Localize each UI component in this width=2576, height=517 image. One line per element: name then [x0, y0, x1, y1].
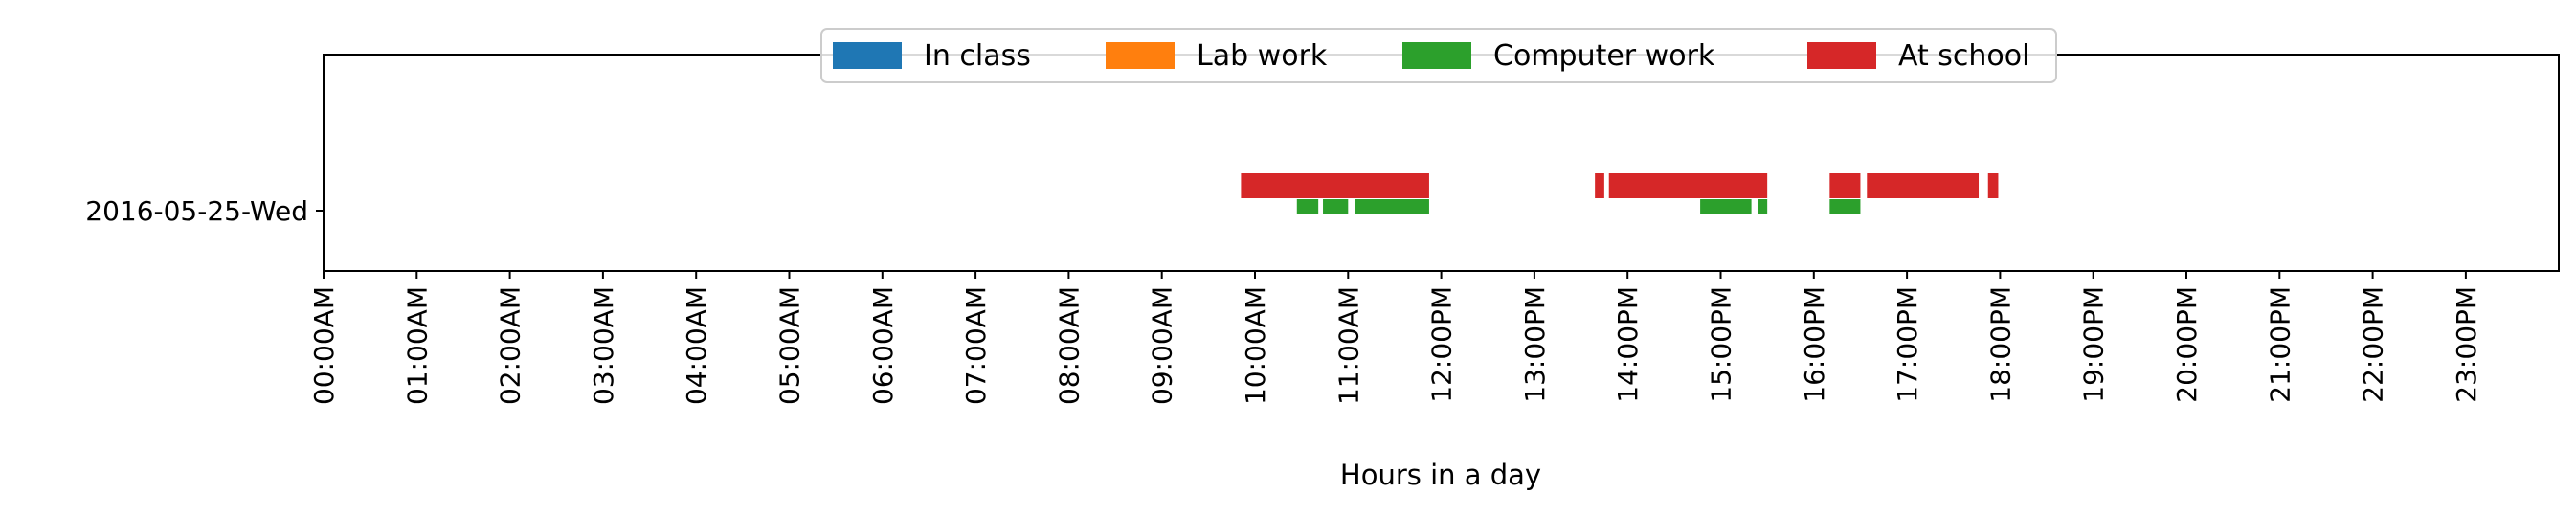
legend-swatch-computer-work [1402, 42, 1471, 69]
legend-label: In class [924, 39, 1031, 73]
x-tick-label: 03:00AM [588, 286, 619, 405]
legend-swatch-lab-work [1106, 42, 1175, 69]
x-tick-label: 00:00AM [308, 286, 340, 405]
x-tick-label: 23:00PM [2451, 286, 2482, 403]
legend-label: At school [1898, 39, 2029, 73]
axes-frame [323, 54, 2560, 272]
y-axis: 2016-05-25-Wed [85, 195, 324, 227]
x-tick-label: 14:00PM [1612, 286, 1644, 403]
bar-at-school [1867, 173, 1980, 198]
x-tick-label: 20:00PM [2171, 286, 2203, 403]
legend-label: Computer work [1493, 39, 1715, 73]
bar-at-school [1241, 173, 1429, 198]
x-tick-label: 18:00PM [1984, 286, 2016, 403]
bar-computer-work [1296, 199, 1319, 214]
bar-at-school [1595, 173, 1604, 198]
x-tick-label: 11:00AM [1333, 286, 1364, 405]
x-tick-label: 13:00PM [1519, 286, 1551, 403]
x-tick-label: 19:00PM [2078, 286, 2110, 403]
x-tick-label: 22:00PM [2358, 286, 2389, 403]
bar-computer-work [1355, 199, 1429, 214]
x-tick-label: 07:00AM [960, 286, 992, 405]
x-tick-label: 10:00AM [1240, 286, 1271, 405]
bar-computer-work [1829, 199, 1861, 214]
legend-swatch-in-class [833, 42, 902, 69]
legend-label: Lab work [1197, 39, 1328, 73]
legend: In class Lab work Computer work At school [820, 28, 2057, 83]
x-tick-label: 05:00AM [774, 286, 806, 405]
x-tick-label: 21:00PM [2264, 286, 2296, 403]
x-axis: 00:00AM 01:00AM 02:00AM 03:00AM 04:00AM 05:00… [308, 271, 2482, 405]
x-tick-label: 16:00PM [1799, 286, 1830, 403]
bar-at-school [1608, 173, 1768, 198]
interval-bars [1241, 173, 1999, 214]
x-tick-label: 09:00AM [1147, 286, 1178, 405]
legend-swatch-at-school [1807, 42, 1876, 69]
x-tick-label: 15:00PM [1706, 286, 1737, 403]
x-axis-label: Hours in a day [1340, 459, 1541, 491]
x-tick-label: 06:00AM [867, 286, 899, 405]
bar-computer-work [1323, 199, 1349, 214]
x-tick-label: 17:00PM [1892, 286, 1923, 403]
x-tick-label: 02:00AM [495, 286, 526, 405]
bar-computer-work [1700, 199, 1752, 214]
bar-computer-work [1758, 199, 1768, 214]
x-tick-label: 01:00AM [401, 286, 433, 405]
x-tick-label: 08:00AM [1053, 286, 1085, 405]
x-tick-label: 04:00AM [681, 286, 712, 405]
bar-at-school [1829, 173, 1861, 198]
bar-at-school [1987, 173, 1999, 198]
y-tick-label: 2016-05-25-Wed [85, 195, 308, 227]
x-tick-label: 12:00PM [1426, 286, 1458, 403]
